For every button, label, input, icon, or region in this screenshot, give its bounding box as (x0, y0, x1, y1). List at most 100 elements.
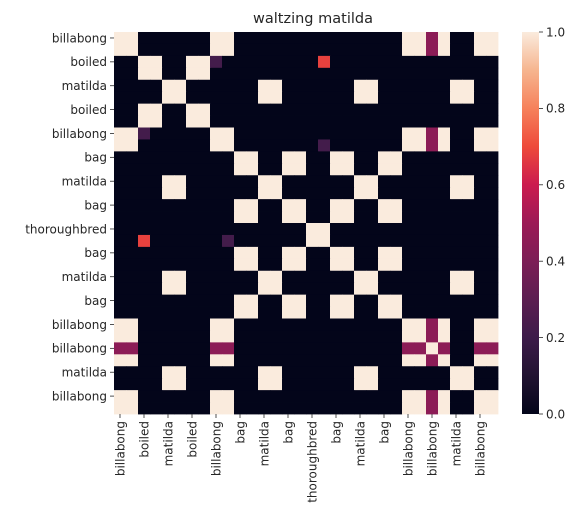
heatmap-cell (342, 187, 355, 200)
heatmap-cell (426, 234, 439, 248)
heatmap-cell (414, 43, 427, 57)
heatmap-cell (318, 187, 331, 200)
heatmap-cell (174, 294, 187, 307)
heatmap-cell (234, 246, 247, 260)
heatmap-cell (318, 402, 331, 415)
heatmap-cell (306, 187, 319, 200)
heatmap-cell (354, 55, 367, 69)
heatmap-cell (198, 402, 211, 415)
heatmap-cell (450, 402, 463, 415)
heatmap-cell (354, 115, 367, 128)
y-tick-label: billabong (52, 318, 107, 332)
heatmap-cell (474, 151, 487, 164)
heatmap-cell (162, 151, 175, 164)
heatmap-cell (174, 139, 187, 152)
heatmap-cell (354, 234, 367, 248)
heatmap-cell (150, 306, 163, 319)
heatmap-cell (342, 139, 355, 152)
heatmap-cell (402, 103, 415, 116)
heatmap-cell (234, 306, 247, 319)
heatmap-cell (186, 139, 199, 152)
heatmap-cell (126, 342, 139, 355)
heatmap-cell (390, 175, 403, 188)
heatmap-cell (474, 390, 487, 403)
heatmap-cell (354, 366, 367, 379)
heatmap-cell (354, 91, 367, 105)
heatmap-cell (366, 378, 379, 391)
heatmap-cell (258, 402, 271, 415)
heatmap-cell (258, 151, 271, 164)
heatmap-cell (330, 378, 343, 391)
heatmap-cell (390, 402, 403, 415)
heatmap-cell (258, 127, 271, 140)
heatmap-cell (234, 234, 247, 248)
heatmap-cell (294, 163, 307, 176)
heatmap-cell (354, 294, 367, 307)
heatmap-cell (306, 211, 319, 224)
heatmap-cell (234, 32, 247, 45)
heatmap-cell (174, 306, 187, 319)
heatmap-cell (258, 199, 271, 212)
heatmap-cell (474, 175, 487, 188)
heatmap-cell (258, 234, 271, 248)
heatmap-cell (114, 139, 127, 152)
heatmap-cell (474, 115, 487, 128)
heatmap-cell (186, 354, 199, 367)
heatmap-cell (462, 294, 475, 307)
heatmap-cell (270, 330, 283, 343)
heatmap-cell (486, 32, 499, 45)
heatmap-cell (198, 258, 211, 272)
heatmap-cell (354, 43, 367, 57)
heatmap-cell (354, 306, 367, 319)
heatmap-cell (462, 342, 475, 355)
heatmap-cell (462, 223, 475, 236)
heatmap-cell (414, 390, 427, 403)
heatmap-cell (438, 91, 451, 105)
heatmap-cell (426, 55, 439, 69)
heatmap-cell (318, 127, 331, 140)
heatmap-cell (246, 258, 259, 272)
heatmap-cell (234, 282, 247, 296)
heatmap-cell (210, 234, 223, 248)
heatmap-cell (162, 55, 175, 69)
heatmap-cell (294, 55, 307, 69)
heatmap-cell (282, 163, 295, 176)
heatmap-cell (378, 330, 391, 343)
heatmap-cell (186, 55, 199, 69)
heatmap-cell (366, 402, 379, 415)
heatmap-cell (438, 294, 451, 307)
heatmap-cell (126, 187, 139, 200)
heatmap-cell (378, 294, 391, 307)
heatmap-cell (114, 318, 127, 331)
heatmap-cell (234, 318, 247, 331)
heatmap-cell (318, 211, 331, 224)
heatmap-cell (354, 163, 367, 176)
heatmap-cell (138, 187, 151, 200)
heatmap-cell (390, 79, 403, 93)
heatmap-cell (294, 151, 307, 164)
heatmap-cell (378, 55, 391, 69)
heatmap-cell (198, 378, 211, 391)
heatmap-cell (342, 79, 355, 93)
heatmap-cell (282, 175, 295, 188)
heatmap-cell (234, 55, 247, 69)
heatmap-cell (354, 282, 367, 296)
heatmap-cell (150, 175, 163, 188)
heatmap-cell (270, 282, 283, 296)
x-tick-label: billabong (113, 421, 127, 476)
heatmap-cell (402, 199, 415, 212)
heatmap-cell (114, 91, 127, 105)
heatmap-cell (162, 330, 175, 343)
heatmap-cell (438, 306, 451, 319)
heatmap-cell (222, 91, 235, 105)
heatmap-cell (462, 246, 475, 260)
heatmap-cell (198, 187, 211, 200)
heatmap-cell (162, 318, 175, 331)
heatmap-cell (186, 294, 199, 307)
heatmap-cell (174, 390, 187, 403)
heatmap-cell (186, 151, 199, 164)
heatmap-cell (390, 258, 403, 272)
heatmap-cell (210, 378, 223, 391)
heatmap-cell (426, 163, 439, 176)
heatmap-cell (198, 151, 211, 164)
